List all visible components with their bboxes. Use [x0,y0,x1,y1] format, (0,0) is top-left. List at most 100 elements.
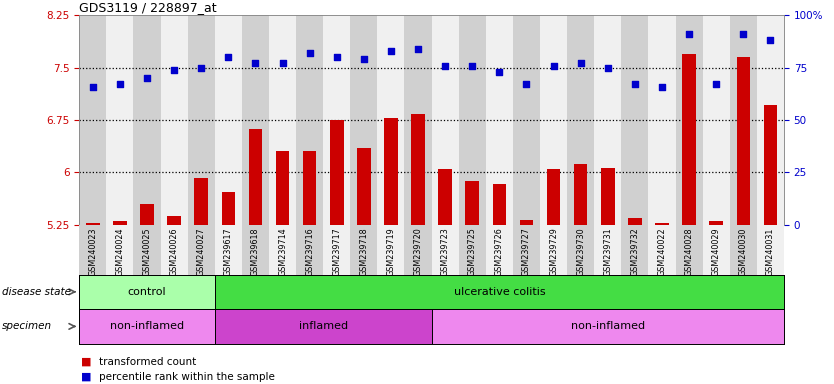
Bar [702,15,730,225]
Point [465,63,479,69]
Bar [621,225,648,275]
Point [303,50,316,56]
Bar [621,15,648,225]
Bar [168,215,181,225]
Bar [648,225,676,275]
Point [194,65,208,71]
Bar [79,225,107,275]
Point [276,60,289,66]
Bar [79,275,214,309]
Bar [214,15,242,225]
Bar [459,15,485,225]
Point [601,65,615,71]
Bar [222,192,235,225]
Text: GSM240031: GSM240031 [766,227,775,275]
Text: GSM239718: GSM239718 [359,227,369,276]
Bar [269,15,296,225]
Bar [160,15,188,225]
Bar [276,151,289,225]
Bar [296,225,323,275]
Bar [86,223,99,225]
Bar [350,15,377,225]
Bar [465,181,479,225]
Bar [323,15,350,225]
Point [168,67,181,73]
Text: GSM240027: GSM240027 [197,227,206,276]
Text: GSM240025: GSM240025 [143,227,152,276]
Bar [540,225,567,275]
Bar [710,221,723,225]
Bar [188,15,214,225]
Bar [194,178,208,225]
Bar [431,15,459,225]
Bar [682,54,696,225]
Bar [756,225,784,275]
Text: transformed count: transformed count [99,357,197,367]
Bar [357,148,370,225]
Bar [404,225,432,275]
Text: GSM239618: GSM239618 [251,227,260,276]
Text: GSM239729: GSM239729 [549,227,558,276]
Text: ulcerative colitis: ulcerative colitis [454,287,545,297]
Bar [594,15,621,225]
Bar [377,15,404,225]
Bar [676,225,702,275]
Bar [411,114,425,225]
Text: GSM239731: GSM239731 [603,227,612,276]
Bar [676,15,702,225]
Point [628,81,641,88]
Bar [242,15,269,225]
Point [113,81,127,88]
Bar [160,225,188,275]
Text: GSM239725: GSM239725 [468,227,477,276]
Bar [493,184,506,225]
Bar [540,15,567,225]
Text: inflamed: inflamed [299,321,348,331]
Text: specimen: specimen [2,321,52,331]
Bar [140,204,153,225]
Point [330,54,344,60]
Point [439,63,452,69]
Point [520,81,533,88]
Bar [214,309,432,344]
Point [140,75,153,81]
Text: GSM239716: GSM239716 [305,227,314,276]
Bar [384,118,398,225]
Point [710,81,723,88]
Bar [303,151,316,225]
Bar [296,15,323,225]
Bar [656,223,669,225]
Text: GSM239720: GSM239720 [414,227,423,276]
Text: GSM239730: GSM239730 [576,227,585,276]
Bar [323,225,350,275]
Bar [106,225,133,275]
Bar [431,225,459,275]
Text: non-inflamed: non-inflamed [110,321,184,331]
Text: control: control [128,287,166,297]
Point [86,83,99,89]
Bar [188,225,214,275]
Bar [431,309,784,344]
Text: GSM240028: GSM240028 [685,227,694,276]
Text: GSM239727: GSM239727 [522,227,531,276]
Point [249,60,262,66]
Bar [269,225,296,275]
Bar [547,169,560,225]
Bar [106,15,133,225]
Bar [404,15,431,225]
Point [357,56,370,62]
Bar [601,168,615,225]
Text: GSM239723: GSM239723 [440,227,450,276]
Point [682,31,696,37]
Point [384,48,398,54]
Text: disease state: disease state [2,287,71,297]
Bar [113,221,127,225]
Bar [79,309,214,344]
Bar [567,225,594,275]
Text: percentile rank within the sample: percentile rank within the sample [99,372,275,382]
Bar [730,15,756,225]
Bar [214,225,242,275]
Text: GSM240026: GSM240026 [169,227,178,276]
Bar [133,225,160,275]
Bar [249,129,262,225]
